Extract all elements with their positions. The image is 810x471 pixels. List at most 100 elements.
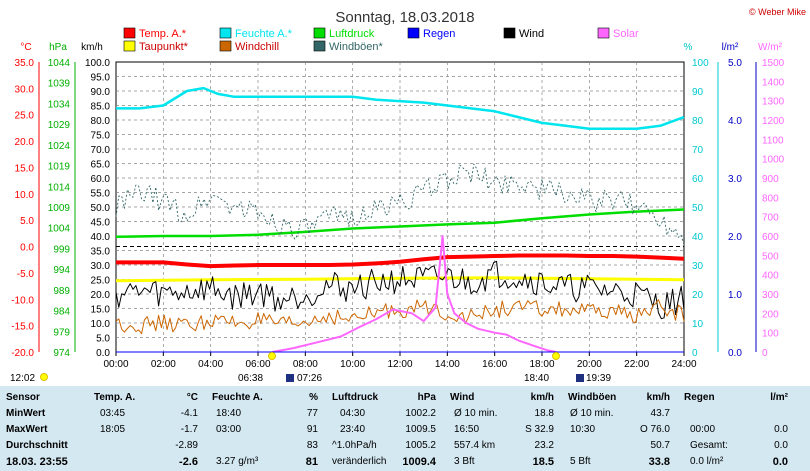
y-tick-wind: 50.0: [91, 203, 111, 214]
y-tick-solar: 1200: [762, 116, 785, 127]
y-tick-wind: 30.0: [91, 261, 111, 272]
y-tick-temp: -15.0: [11, 322, 34, 333]
copyright-text: © Weber Mike: [749, 7, 806, 17]
y-tick-pressure: 1029: [48, 120, 71, 131]
y-tick-temp: 35.0: [15, 58, 35, 69]
y-tick-wind: 75.0: [91, 131, 111, 142]
y-tick-wind: 60.0: [91, 174, 111, 185]
y-tick-pressure: 1004: [48, 224, 71, 235]
y-tick-solar: 800: [762, 193, 779, 204]
moon-icon: [286, 374, 294, 382]
y-tick-humidity: 80: [692, 116, 704, 127]
y-tick-solar: 1000: [762, 155, 785, 166]
x-tick-label: 18:00: [529, 359, 554, 370]
legend-label: Regen: [423, 28, 455, 40]
sunrise2-label: 07:26: [297, 373, 322, 384]
y-tick-humidity: 0: [692, 348, 698, 359]
y-tick-humidity: 70: [692, 145, 704, 156]
statistics-table: Sensor Temp. A. °C Feuchte A. % Luftdruc…: [0, 386, 810, 471]
header-humidity: Feuchte A.: [212, 392, 263, 403]
series-luftdruck: [115, 208, 685, 239]
y-tick-rain: 0.0: [728, 348, 742, 359]
header-pressure-unit: hPa: [417, 392, 436, 403]
min-humidity-value: 77: [306, 408, 318, 419]
header-temp: Temp. A.: [94, 392, 136, 403]
y-tick-wind: 15.0: [91, 305, 111, 316]
y-tick-humidity: 100: [692, 58, 709, 69]
x-tick-label: 14:00: [435, 359, 460, 370]
y-tick-wind: 20.0: [91, 290, 111, 301]
y-tick-wind: 95.0: [91, 73, 111, 84]
y-tick-temp: 30.0: [15, 84, 35, 95]
min-gust-desc: Ø 10 min.: [570, 408, 614, 419]
y-tick-temp: 0.0: [20, 243, 34, 254]
series-temp-a: [116, 253, 685, 269]
moonset-icon: [576, 374, 584, 382]
y-tick-wind: 45.0: [91, 218, 111, 229]
avg-gust-value: 50.7: [650, 440, 670, 451]
x-tick-label: 04:00: [198, 359, 223, 370]
y-tick-wind: 5.0: [96, 334, 110, 345]
x-tick-label: 08:00: [293, 359, 318, 370]
max-rain-desc: 00:00: [690, 424, 716, 435]
header-gust: Windböen: [568, 392, 617, 403]
y-tick-temp: 10.0: [15, 190, 35, 201]
max-humidity-time: 03:00: [216, 424, 242, 435]
cur-gust-value: 33.8: [648, 456, 670, 468]
avg-wind-value: 23.2: [534, 440, 554, 451]
y-tick-humidity: 20: [692, 290, 704, 301]
chart-title: Sonntag, 18.03.2018: [335, 9, 474, 26]
grid-lines: [116, 62, 684, 352]
y-tick-wind: 10.0: [91, 319, 111, 330]
x-tick-label: 12:00: [387, 359, 412, 370]
legend-swatch: [597, 27, 610, 39]
legend-label: Luftdruck: [329, 28, 375, 40]
sunset2-label: 19:39: [586, 373, 611, 384]
min-wind-desc: Ø 10 min.: [454, 408, 498, 419]
y-tick-humidity: 30: [692, 261, 704, 272]
axis-unit-rain: l/m²: [722, 42, 739, 53]
legend-swatch: [407, 27, 420, 39]
legend-label: Feuchte A.*: [235, 28, 293, 40]
sunrise-icon: [268, 352, 276, 360]
header-wind: Wind: [450, 392, 475, 403]
max-gust-value: O 76.0: [639, 424, 670, 435]
series-windchill: [115, 299, 685, 335]
y-tick-temp: 25.0: [15, 111, 35, 122]
legend-swatch: [503, 27, 516, 39]
axis-unit-humidity: %: [684, 42, 693, 53]
cur-rain-desc: 0.0 l/m²: [690, 456, 724, 467]
y-tick-pressure: 994: [53, 265, 70, 276]
max-temp-value: -1.7: [180, 424, 198, 435]
y-tick-temp: 15.0: [15, 163, 35, 174]
avg-pressure-value: 1005.2: [405, 440, 436, 451]
y-tick-pressure: 1014: [48, 182, 71, 193]
x-tick-label: 06:00: [245, 359, 270, 370]
x-tick-label: 22:00: [624, 359, 649, 370]
row-label: MaxWert: [6, 424, 48, 435]
cur-temp-value: -2.6: [179, 456, 198, 468]
legend-label: Wind: [519, 28, 544, 40]
cur-pressure-value: 1009.4: [402, 456, 436, 468]
legend-label: Windchill: [235, 41, 279, 53]
y-tick-solar: 700: [762, 213, 779, 224]
avg-pressure-trend: ^1.0hPa/h: [332, 440, 377, 451]
y-tick-pressure: 1019: [48, 162, 71, 173]
sunset-label: 18:40: [524, 373, 549, 384]
header-gust-unit: km/h: [646, 392, 670, 403]
max-wind-desc: 16:50: [454, 424, 480, 435]
legend-swatch: [219, 27, 232, 39]
max-pressure-time: 23:40: [340, 424, 366, 435]
sunset-icon: [552, 352, 560, 360]
y-tick-solar: 400: [762, 271, 779, 282]
cur-wind-bft: 3 Bft: [454, 456, 475, 467]
y-tick-rain: 1.0: [728, 290, 742, 301]
current-row-label: 18.03. 23:55: [6, 456, 68, 468]
axis-unit-wind: km/h: [81, 42, 103, 53]
cur-abs-humidity: 3.27 g/m³: [216, 456, 259, 467]
y-tick-solar: 0: [762, 348, 768, 359]
y-tick-solar: 1100: [762, 135, 784, 146]
y-tick-pressure: 1024: [48, 141, 71, 152]
y-tick-humidity: 10: [692, 319, 704, 330]
header-rain-unit: l/m²: [770, 392, 788, 403]
